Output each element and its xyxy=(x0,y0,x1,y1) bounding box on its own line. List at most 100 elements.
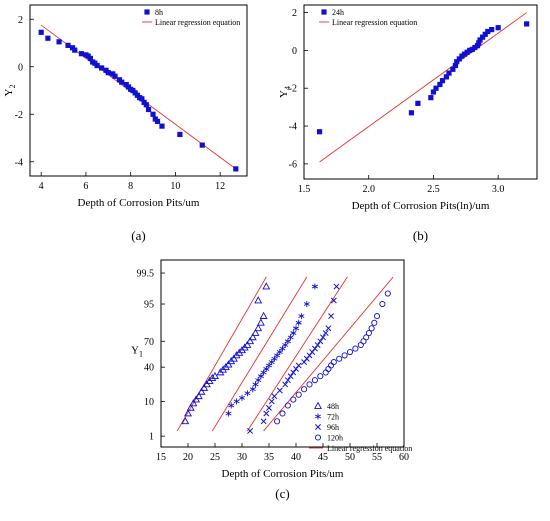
data-point xyxy=(325,325,332,332)
x-tick-label: 15 xyxy=(156,452,166,463)
plot-area xyxy=(303,4,538,180)
data-point xyxy=(437,81,443,88)
data-point xyxy=(282,381,289,388)
data-point xyxy=(433,85,439,91)
x-tick-label: 1.5 xyxy=(298,184,311,195)
x-tick-label: 40 xyxy=(291,452,301,463)
x-axis-label: Depth of Corrosion Pits/um xyxy=(78,197,200,209)
data-point xyxy=(225,410,232,417)
data-point xyxy=(208,373,217,381)
y-tick-label: -2 xyxy=(289,84,297,95)
data-point xyxy=(322,369,329,376)
data-point xyxy=(199,142,205,148)
data-point xyxy=(224,360,233,368)
y-tick-label: 0 xyxy=(18,62,23,73)
x-tick-label: 6 xyxy=(83,181,88,192)
data-point xyxy=(452,62,459,69)
x-tick-label: 30 xyxy=(237,452,247,463)
data-point xyxy=(346,348,354,356)
data-point xyxy=(177,131,183,138)
legend-label: 96h xyxy=(327,423,339,432)
data-point xyxy=(94,62,100,69)
data-point xyxy=(328,313,335,320)
y-tick-label: 95 xyxy=(144,300,154,311)
data-point xyxy=(303,301,310,308)
data-point xyxy=(450,66,456,72)
data-point xyxy=(301,386,308,393)
y-axis: 1 10 40 70 95 99.5 xyxy=(137,269,165,443)
x-axis-label: Depth of Corrosion Pits/um xyxy=(222,468,344,480)
y-axis-label: Y1 xyxy=(131,345,143,359)
data-point xyxy=(119,79,125,85)
y-tick-label: 1 xyxy=(149,432,154,443)
y-tick-label: -2 xyxy=(15,110,23,121)
data-points xyxy=(316,21,530,135)
data-point xyxy=(266,404,272,411)
y-axis: -4 -2 0 2 xyxy=(15,15,34,168)
y-axis-label-subscript: 2 xyxy=(8,85,17,89)
data-point xyxy=(443,74,449,80)
data-points xyxy=(181,282,391,434)
y-tick-label: 40 xyxy=(144,363,154,374)
legend-label: 48h xyxy=(327,402,339,411)
data-point xyxy=(489,26,495,33)
data-point xyxy=(295,319,302,326)
data-point xyxy=(325,365,332,372)
data-point xyxy=(495,25,501,31)
data-point xyxy=(252,381,259,388)
data-point xyxy=(257,373,264,380)
y-tick-label: 0 xyxy=(292,46,297,57)
data-point xyxy=(279,410,286,417)
data-point xyxy=(314,342,321,348)
legend-marker xyxy=(144,9,150,15)
data-point xyxy=(268,398,275,405)
data-point xyxy=(143,102,149,108)
data-point xyxy=(246,336,255,345)
x-tick-label: 35 xyxy=(264,452,274,463)
panel-caption: (c) xyxy=(275,486,289,501)
x-tick-label: 10 xyxy=(170,181,180,192)
data-point xyxy=(365,330,372,337)
data-point xyxy=(311,345,318,352)
y-tick-label: -4 xyxy=(289,122,297,133)
data-point xyxy=(262,282,271,290)
data-point xyxy=(56,39,62,45)
data-point xyxy=(454,59,460,65)
x-tick-label: 20 xyxy=(183,452,193,463)
data-point xyxy=(284,338,291,345)
data-point xyxy=(159,123,165,129)
data-point xyxy=(317,338,324,345)
data-point xyxy=(145,106,152,113)
data-point xyxy=(259,311,268,319)
data-point xyxy=(415,100,421,106)
data-point xyxy=(254,323,263,332)
x-tick-label: 50 xyxy=(345,452,355,463)
data-point xyxy=(446,70,452,76)
y-axis-label-main: Y xyxy=(3,88,15,96)
y-axis-label: Y2 xyxy=(3,85,17,97)
legend-marker xyxy=(314,434,322,441)
data-point xyxy=(105,70,111,76)
regression-line-48h xyxy=(176,276,267,432)
data-point xyxy=(251,328,260,336)
x-tick-label: 55 xyxy=(372,452,382,463)
panel-caption: (a) xyxy=(131,228,145,243)
legend-marker xyxy=(314,413,322,420)
x-tick-label: 2.0 xyxy=(362,184,375,195)
y-tick-label: -4 xyxy=(15,157,23,168)
data-point xyxy=(276,387,283,394)
data-point xyxy=(480,34,486,40)
data-point xyxy=(274,418,281,425)
data-point xyxy=(255,377,262,384)
data-point xyxy=(233,398,240,405)
data-point xyxy=(78,51,85,57)
data-point xyxy=(65,42,71,48)
y-tick-label: 99.5 xyxy=(137,269,155,280)
x-tick-label: 12 xyxy=(215,181,225,192)
data-point xyxy=(430,89,437,95)
data-point xyxy=(293,365,299,372)
data-point xyxy=(256,318,265,326)
